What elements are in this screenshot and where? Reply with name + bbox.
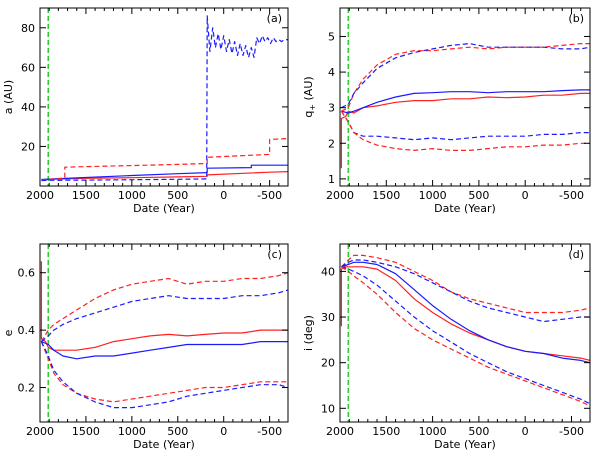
panel-d-xlabel: Date (Year) (434, 438, 496, 451)
panel-c-xtick-label: 1500 (72, 425, 100, 438)
panel-d-ytick-label: 40 (321, 265, 335, 278)
panel-c-series-5 (40, 341, 288, 409)
panel-d-series-5 (341, 266, 590, 407)
panel-d-series-4 (341, 266, 590, 405)
panel-a-xlabel: Date (Year) (133, 202, 195, 215)
panel-c-ytick-label: 0.6 (18, 267, 36, 280)
panel-b-xtick-label: 0 (522, 189, 529, 202)
panel-d-series-3 (341, 259, 590, 323)
panel-d-series-0 (340, 266, 590, 361)
panel-d-xtick-label: 500 (468, 425, 489, 438)
panel-d-xtick-label: 1000 (419, 425, 447, 438)
panel-a-series-0 (41, 171, 288, 181)
panel-a-ylabel: a (AU) (2, 80, 15, 114)
panel-d: 2000 1500 1000 500 0 -500 10 20 30 40 Date (Year) i… (302, 243, 591, 451)
panel-b-xlabel: Date (Year) (434, 202, 496, 215)
panel-a-tag: (a) (267, 12, 282, 25)
panel-a-series-2 (41, 137, 288, 181)
panel-a-ytick-label: 60 (21, 61, 35, 74)
panel-c-series-2 (40, 272, 288, 342)
panel-a-xtick-label: 1000 (118, 189, 146, 202)
panel-c-xtick-label: 1000 (118, 425, 146, 438)
panel-a-frame (39, 7, 289, 187)
panel-b-frame (339, 7, 591, 187)
panel-c-series-4 (40, 341, 288, 403)
panel-a-xtick-label: 2000 (26, 189, 54, 202)
panel-b-ytick-label: 1 (328, 173, 335, 186)
panel-a-series-1 (41, 164, 288, 181)
panel-a-xtick-label: -500 (257, 189, 282, 202)
panel-b-tag: (b) (568, 12, 584, 25)
panel-c-xlabel: Date (Year) (133, 438, 195, 451)
panel-a-xtick-label: 500 (167, 189, 188, 202)
panel-d-series-1 (341, 261, 590, 364)
panel-c-xtick-label: -500 (257, 425, 282, 438)
panel-b-series-1 (341, 89, 590, 114)
panel-c-ytick-label: 0.2 (18, 382, 36, 395)
panel-b-series-3 (341, 43, 590, 109)
panel-d-xtick-label: 1500 (372, 425, 400, 438)
panel-b-xtick-label: 1500 (372, 189, 400, 202)
panel-b: 2000 1500 1000 500 0 -500 1 2 3 4 5 Date (Year) q+ (… (302, 7, 591, 215)
panel-b-ytick-label: 2 (328, 137, 335, 150)
panel-b-series-0 (340, 92, 590, 169)
panel-b-series-5 (340, 110, 590, 151)
panel-d-tag: (d) (568, 248, 584, 261)
panel-c-series-1 (41, 341, 288, 360)
panel-d-frame (339, 243, 591, 423)
panel-c-series-0 (40, 261, 288, 351)
panel-b-ytick-label: 3 (328, 102, 335, 115)
panel-b-series-4 (340, 110, 590, 141)
panel-a-ytick-label: 40 (21, 101, 35, 114)
panel-c-xtick-label: 2000 (26, 425, 54, 438)
panel-b-ylabel: q+ (AU) (302, 76, 317, 117)
panel-b-xtick-label: -500 (559, 189, 584, 202)
panel-d-ytick-label: 10 (321, 402, 335, 415)
panel-b-xtick-label: 500 (468, 189, 489, 202)
panel-c-frame (39, 243, 289, 423)
panel-b-xtick-label: 1000 (419, 189, 447, 202)
panel-c-ylabel: e (2, 329, 15, 336)
panel-b-series-2 (341, 43, 590, 112)
panel-a-ytick-label: 20 (21, 140, 35, 153)
panel-d-xtick-label: 0 (522, 425, 529, 438)
panel-c-tag: (c) (267, 248, 282, 261)
panel-c-xtick-label: 0 (220, 425, 227, 438)
panel-b-ytick-label: 4 (328, 66, 335, 79)
panel-c-ytick-label: 0.4 (18, 324, 36, 337)
panel-a-series-3 (41, 15, 288, 182)
panel-d-xtick-label: -500 (559, 425, 584, 438)
panel-d-xtick-label: 2000 (326, 425, 354, 438)
panel-d-ylabel: i (deg) (302, 315, 315, 351)
panel-a-xtick-label: 1500 (72, 189, 100, 202)
panel-b-ytick-label: 5 (328, 30, 335, 43)
panel-d-series-2 (340, 254, 590, 314)
panel-d-ytick-label: 30 (321, 311, 335, 324)
panel-b-xtick-label: 2000 (326, 189, 354, 202)
panel-a-ytick-label: 80 (21, 22, 35, 35)
panel-a-xtick-label: 0 (220, 189, 227, 202)
panel-a: 2000 1500 1000 500 0 -500 20 40 60 80 Date (Year) a… (2, 7, 289, 215)
panel-d-ytick-label: 20 (321, 357, 335, 370)
panel-c-xtick-label: 500 (167, 425, 188, 438)
panel-c-series-3 (41, 289, 288, 343)
panel-c: 2000 1500 1000 500 0 -500 0.2 0.4 0.6 Date (Year)… (2, 243, 289, 451)
